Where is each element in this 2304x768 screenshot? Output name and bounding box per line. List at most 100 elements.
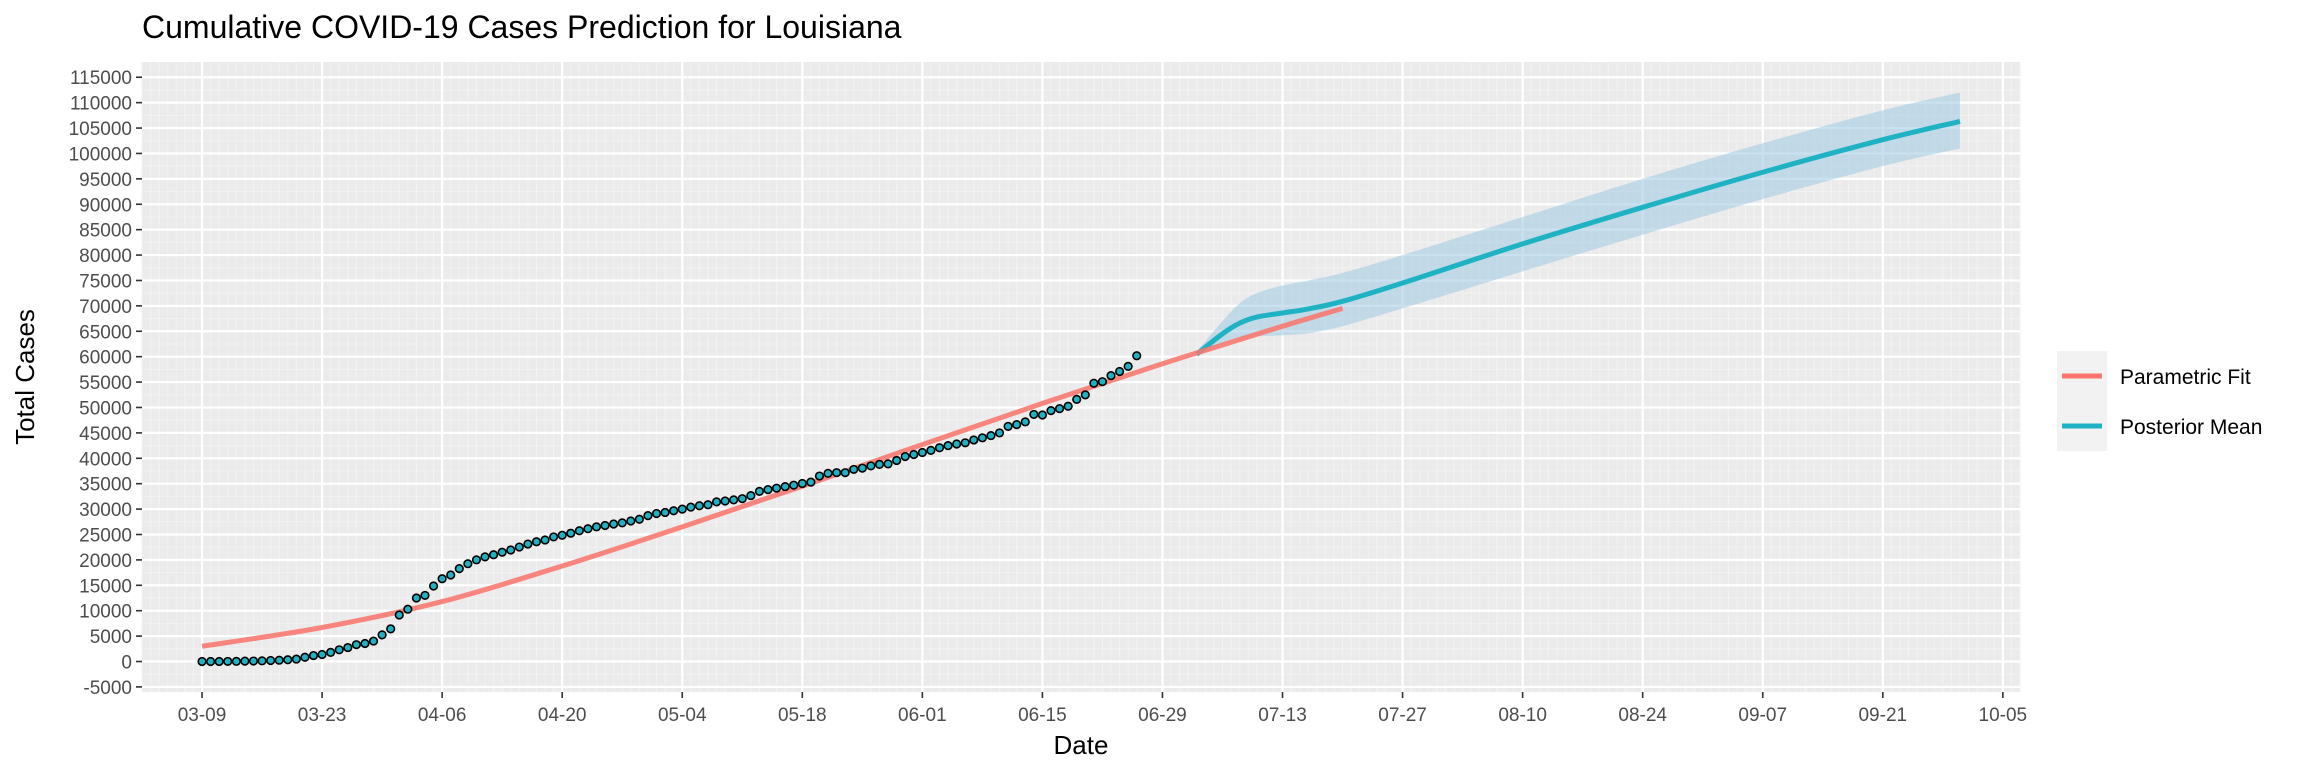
observed-point	[386, 624, 396, 634]
y-tick-label: 20000	[79, 551, 132, 572]
observed-point	[694, 501, 704, 511]
y-tick-label: 25000	[79, 526, 132, 547]
x-tick-label: 07-13	[1258, 705, 1307, 726]
observed-point	[197, 656, 207, 667]
observed-point	[308, 650, 319, 661]
x-tick-label: 09-07	[1738, 705, 1787, 726]
observed-point	[514, 542, 524, 552]
observed-point	[488, 550, 499, 560]
observed-point	[660, 507, 670, 518]
y-tick-label: 55000	[79, 373, 132, 394]
observed-point	[1132, 351, 1142, 361]
x-tick-label: 06-01	[898, 705, 947, 726]
observed-point	[917, 447, 927, 458]
x-tick-label: 07-27	[1378, 705, 1427, 726]
x-tick-label: 05-18	[778, 705, 827, 726]
observed-point	[874, 459, 885, 469]
observed-point	[257, 656, 267, 666]
observed-point	[523, 539, 533, 549]
observed-point	[351, 640, 361, 650]
observed-point	[291, 654, 301, 664]
observed-point	[1029, 409, 1039, 420]
observed-point	[557, 530, 567, 540]
y-axis-title: Total Cases	[10, 309, 40, 445]
observed-point	[454, 564, 464, 574]
observed-point	[540, 535, 550, 545]
observed-point	[446, 570, 456, 580]
y-tick-label: 105000	[69, 119, 132, 140]
observed-point	[506, 545, 516, 555]
observed-point	[986, 430, 996, 441]
observed-point	[368, 636, 379, 646]
observed-point	[317, 649, 327, 660]
observed-point	[437, 574, 447, 584]
x-axis: 03-09 03-23 04-06 04-20 05-04 05-18 06-01 06-15…	[178, 692, 2027, 726]
observed-point	[943, 441, 953, 451]
observed-point	[411, 593, 422, 603]
observed-point	[248, 656, 259, 666]
observed-point	[754, 486, 765, 496]
y-tick-label: 60000	[79, 348, 132, 369]
y-axis: -5000 0 5000 10000 15000 20000 25000 30000 35000…	[69, 68, 142, 699]
observed-point	[909, 449, 919, 460]
observed-point	[832, 468, 842, 478]
x-axis-title: Date	[1054, 730, 1109, 760]
y-tick-label: 5000	[90, 627, 132, 648]
observed-point	[994, 428, 1005, 438]
observed-point	[823, 468, 833, 478]
observed-point	[609, 519, 619, 529]
y-tick-label: 30000	[79, 500, 132, 521]
observed-point	[926, 445, 936, 455]
observed-point	[1063, 401, 1073, 411]
legend: Parametric Fit Posterior Mean	[2057, 351, 2262, 451]
observed-point	[240, 656, 250, 666]
observed-point	[892, 455, 902, 466]
observed-point	[737, 494, 747, 504]
observed-point	[746, 490, 756, 501]
observed-point	[969, 435, 979, 445]
observed-point	[471, 555, 482, 565]
observed-point	[1097, 377, 1108, 387]
observed-point	[934, 443, 945, 453]
y-tick-label: 80000	[79, 246, 132, 267]
observed-point	[1106, 371, 1116, 381]
observed-point	[634, 514, 644, 524]
observed-point	[617, 518, 627, 528]
observed-point	[763, 485, 773, 495]
y-tick-label: 70000	[79, 297, 132, 318]
observed-point	[549, 532, 559, 542]
x-tick-label: 04-06	[418, 705, 467, 726]
observed-point	[651, 508, 662, 519]
observed-point	[377, 630, 387, 640]
y-tick-label: 115000	[70, 68, 132, 89]
observed-point	[283, 655, 293, 665]
observed-point	[497, 547, 507, 557]
observed-point	[1037, 410, 1048, 420]
y-tick-label: -5000	[83, 678, 132, 699]
observed-point	[480, 552, 490, 562]
observed-point	[334, 645, 344, 655]
x-tick-label: 04-20	[538, 705, 587, 726]
observed-point	[403, 604, 413, 614]
x-tick-label: 08-24	[1618, 705, 1667, 726]
observed-point	[1020, 417, 1030, 427]
x-tick-label: 06-29	[1138, 705, 1187, 726]
y-tick-label: 85000	[79, 221, 132, 242]
observed-point	[729, 495, 739, 505]
y-tick-label: 75000	[79, 271, 132, 292]
observed-point	[789, 480, 799, 490]
y-tick-label: 10000	[79, 602, 132, 623]
x-tick-label: 09-21	[1858, 705, 1907, 726]
observed-point	[420, 590, 430, 601]
x-tick-label: 08-10	[1498, 705, 1547, 726]
observed-point	[960, 438, 970, 448]
y-tick-label: 65000	[79, 322, 132, 343]
observed-point	[274, 655, 284, 665]
observed-point	[343, 642, 353, 653]
observed-point	[643, 511, 653, 521]
observed-point	[566, 528, 576, 538]
observed-point	[771, 483, 782, 493]
y-tick-label: 40000	[79, 449, 132, 470]
chart-title: Cumulative COVID-19 Cases Prediction for…	[142, 9, 902, 45]
